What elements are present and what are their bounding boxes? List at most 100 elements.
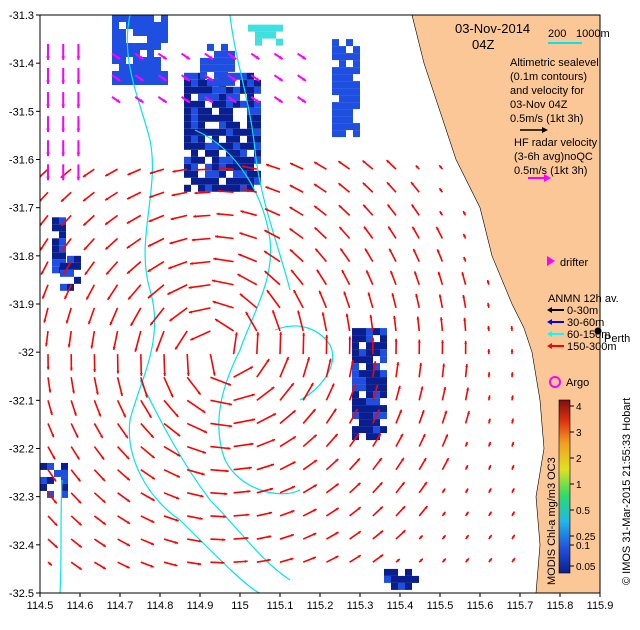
colorbar-tick-label: 3 (576, 428, 582, 439)
hf-radar-arrow (76, 43, 81, 60)
chlorophyll-cell (59, 252, 66, 260)
chlorophyll-cell (352, 342, 359, 350)
sealevel-arrow (326, 555, 339, 563)
sealevel-arrow (210, 399, 233, 406)
chlorophyll-cell (240, 100, 247, 108)
chlorophyll-cell (233, 156, 240, 164)
chlorophyll-cell (353, 102, 360, 110)
chlorophyll-cell (352, 412, 359, 420)
chlorophyll-cell (198, 156, 205, 164)
sealevel-arrow (302, 434, 318, 448)
hf-radar-arrow (204, 52, 214, 61)
chlorophyll-cell (119, 43, 126, 50)
sealevel-arrow (210, 515, 227, 519)
sealevel-velocity-arrows (40, 159, 516, 571)
chlorophyll-cell (205, 163, 212, 171)
chlorophyll-cell (67, 255, 74, 263)
sealevel-arrow (289, 162, 304, 170)
x-tick-label: 115.4 (387, 600, 414, 612)
sealevel-arrow (215, 235, 234, 240)
x-tick-label: 115.9 (587, 600, 614, 612)
sealevel-arrow (163, 538, 179, 545)
chlorophyll-cell (339, 123, 346, 131)
chlorophyll-cell (161, 36, 168, 43)
chlorophyll-cell (346, 102, 353, 110)
sealevel-arrow (174, 330, 188, 350)
chlorophyll-cell (240, 170, 247, 178)
chlorophyll-cell (380, 349, 387, 357)
chlorophyll-cell (398, 582, 405, 590)
sealevel-arrow (233, 559, 248, 563)
chlorophyll-cell (147, 71, 154, 78)
sealevel-arrow (418, 481, 428, 494)
sealevel-arrow (126, 237, 142, 249)
sealevel-arrow (93, 354, 97, 372)
chlorophyll-cell (226, 149, 233, 157)
chlorophyll-cell (205, 93, 212, 101)
chlorophyll-cell (339, 88, 346, 96)
sealevel-arrow (107, 284, 119, 301)
chlorophyll-cell (359, 384, 366, 392)
hf-radar-arrow (134, 52, 145, 61)
sealevel-arrow (441, 340, 444, 355)
anmn-title: ANMN 12h av. (548, 293, 619, 305)
sealevel-arrow (510, 349, 514, 355)
sealevel-arrow (256, 332, 260, 355)
sealevel-arrow (302, 382, 314, 401)
chlorophyll-cell (373, 398, 380, 406)
sealevel-arrow (62, 261, 72, 276)
chlorophyll-cell (353, 123, 360, 131)
sealevel-arrow (104, 237, 119, 251)
sealevel-arrow (464, 557, 470, 563)
chlorophyll-cell (346, 95, 353, 103)
chlorophyll-cell (198, 142, 205, 150)
chlorophyll-cell (212, 114, 219, 122)
hf-radar-arrow (76, 140, 81, 157)
chlorophyll-cell (240, 177, 247, 185)
chlorophyll-cell (212, 135, 219, 143)
chlorophyll-cell (352, 370, 359, 378)
chlorophyll-cell (140, 15, 147, 22)
chlorophyll-cell (161, 15, 168, 22)
chlorophyll-cell (221, 57, 228, 65)
sealevel-arrow (140, 399, 153, 419)
chlorophyll-cell (233, 177, 240, 185)
sealevel-arrow (210, 422, 233, 428)
chlorophyll-cell (119, 57, 126, 64)
chlorophyll-cell (359, 328, 366, 336)
hf-radar-arrow (61, 116, 66, 133)
sealevel-arrow (232, 332, 238, 355)
chlorophyll-cell (233, 163, 240, 171)
chlorophyll-cell (352, 391, 359, 399)
chlorophyll-cell (198, 79, 205, 87)
sealevel-arrow (171, 191, 188, 197)
sealevel-arrow (488, 441, 492, 447)
chlorophyll-cell (154, 78, 161, 85)
chlorophyll-cell (366, 363, 373, 371)
sealevel-arrow (362, 159, 374, 170)
chlorophyll-cell (247, 128, 254, 136)
sealevel-arrow (104, 191, 119, 201)
sealevel-arrow (218, 166, 234, 170)
chlorophyll-cell (140, 71, 147, 78)
sealevel-arrow (418, 433, 426, 447)
chlorophyll-cell (184, 135, 191, 143)
chlorophyll-cell (112, 36, 119, 43)
sealevel-arrow (70, 469, 82, 482)
sealevel-arrow (395, 558, 401, 563)
sealevel-arrow (69, 354, 73, 371)
sealevel-arrow (163, 445, 181, 457)
sealevel-arrow (349, 482, 361, 494)
chlorophyll-cell (126, 22, 133, 29)
chlorophyll-cell (191, 100, 198, 108)
sealevel-arrow (63, 284, 72, 300)
chlorophyll-cell (352, 398, 359, 406)
sealevel-arrow (186, 376, 202, 396)
sealevel-arrow (349, 554, 362, 563)
hf-radar-arrow (181, 74, 191, 82)
chlorophyll-cell (212, 184, 219, 192)
chlorophyll-cell (212, 128, 219, 136)
chlorophyll-cell (247, 100, 254, 108)
chlorophyll-cell (254, 114, 261, 122)
chlorophyll-cell (191, 163, 198, 171)
